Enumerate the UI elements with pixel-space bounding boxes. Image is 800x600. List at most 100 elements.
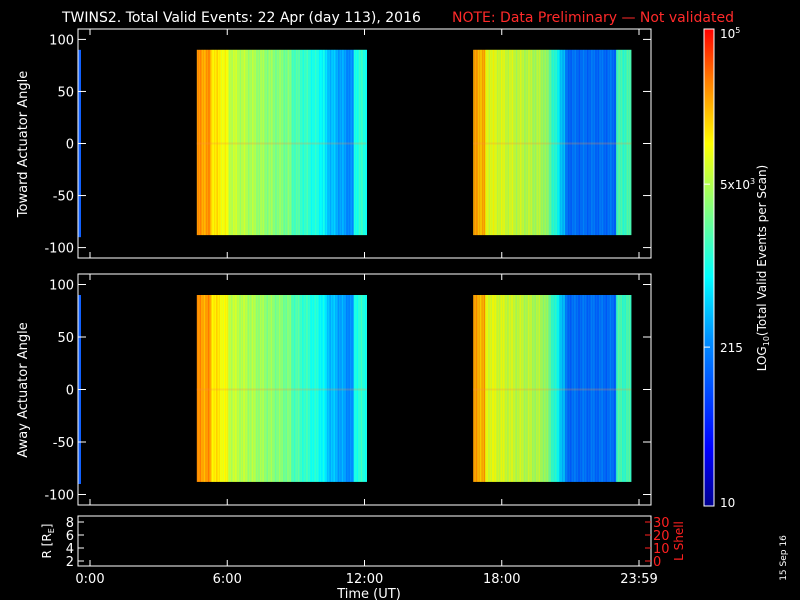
heatmap-column [219, 49, 221, 236]
heatmap-column [573, 295, 575, 482]
heatmap-column [259, 295, 261, 482]
heatmap-column [240, 295, 242, 482]
heatmap-column [542, 49, 544, 236]
heatmap-column [205, 295, 207, 482]
heatmap-column [326, 295, 328, 482]
heatmap-column [492, 49, 494, 236]
heatmap-column [284, 49, 286, 236]
heatmap-column [291, 49, 293, 236]
heatmap-column [340, 295, 342, 482]
heatmap-column [353, 49, 355, 236]
heatmap-column [613, 49, 615, 236]
heatmap-column [581, 295, 583, 482]
heatmap-column [588, 49, 590, 236]
heatmap-column [293, 49, 295, 236]
heatmap-column [309, 295, 311, 482]
heatmap-column [594, 295, 596, 482]
heatmap-column [478, 49, 480, 236]
heatmap-column [304, 295, 306, 482]
heatmap-column [222, 295, 224, 482]
heatmap-column [288, 49, 290, 236]
heatmap-column [358, 49, 360, 236]
heatmap-column [230, 49, 232, 236]
heatmap-column [254, 49, 256, 236]
heatmap-column [591, 295, 593, 482]
heatmap-column [520, 49, 522, 236]
heatmap-column [212, 295, 214, 482]
radius-tick-label: 8 [66, 516, 74, 531]
heatmap-column [286, 49, 288, 236]
heatmap-column [360, 295, 362, 482]
heatmap-column [618, 49, 620, 236]
heatmap-column [287, 295, 289, 482]
heatmap-column [345, 295, 347, 482]
heatmap-column [479, 49, 481, 236]
heatmap-column [591, 49, 593, 236]
heatmap-column [545, 295, 547, 482]
heatmap-column [500, 49, 502, 236]
heatmap-column [225, 49, 227, 236]
heatmap-column [528, 49, 530, 236]
heatmap-column [331, 49, 333, 236]
heatmap-column [583, 49, 585, 236]
heatmap-column [196, 295, 198, 482]
heatmap-column [532, 49, 534, 236]
heatmap-column [475, 49, 477, 236]
heatmap-column [480, 295, 482, 482]
heatmap-column [611, 49, 613, 236]
heatmap-column [271, 49, 273, 236]
heatmap-column [265, 49, 267, 236]
heatmap-column [274, 295, 276, 482]
heatmap-column [582, 295, 584, 482]
heatmap-column [231, 295, 233, 482]
heatmap-column [622, 49, 624, 236]
heatmap-column [522, 49, 524, 236]
heatmap-column [515, 295, 517, 482]
heatmap-column [248, 49, 250, 236]
heatmap-column [509, 295, 511, 482]
heatmap-column [275, 295, 277, 482]
x-tick-label: 23:59 [620, 572, 657, 587]
heatmap-column [352, 49, 354, 236]
heatmap-column [215, 295, 217, 482]
heatmap-column [560, 295, 562, 482]
heatmap-column [609, 49, 611, 236]
heatmap-column [604, 295, 606, 482]
heatmap-column [204, 295, 206, 482]
heatmap-column [541, 295, 543, 482]
heatmap-column [257, 295, 259, 482]
heatmap-column [322, 49, 324, 236]
heatmap-column [333, 49, 335, 236]
heatmap-column [226, 49, 228, 236]
heatmap-column [580, 295, 582, 482]
heatmap-column [488, 49, 490, 236]
heatmap-column [581, 49, 583, 236]
colorbar-label-sub: 10 [762, 336, 771, 346]
heatmap-column [490, 295, 492, 482]
heatmap-column [280, 295, 282, 482]
heatmap-column [200, 295, 202, 482]
heatmap-column [550, 49, 552, 236]
heatmap-column [544, 295, 546, 482]
lshell-tick-label: 0 [653, 555, 661, 570]
heatmap-column [588, 295, 590, 482]
heatmap-column [312, 49, 314, 236]
heatmap-column [285, 49, 287, 236]
y-tick-label: 100 [49, 279, 74, 294]
heatmap-column [523, 49, 525, 236]
heatmap-column [314, 49, 316, 236]
heatmap-column [628, 295, 630, 482]
heatmap-column [209, 295, 211, 482]
heatmap-column [257, 49, 259, 236]
heatmap-column [354, 49, 356, 236]
heatmap-column [320, 49, 322, 236]
heatmap-column [362, 49, 364, 236]
radius-tick-label: 4 [66, 542, 74, 557]
heatmap-column [258, 295, 260, 482]
heatmap-column [493, 49, 495, 236]
heatmap-column [513, 49, 515, 236]
heatmap-column [224, 295, 226, 482]
heatmap-column [357, 49, 359, 236]
heatmap-column [558, 49, 560, 236]
heatmap-column [589, 49, 591, 236]
